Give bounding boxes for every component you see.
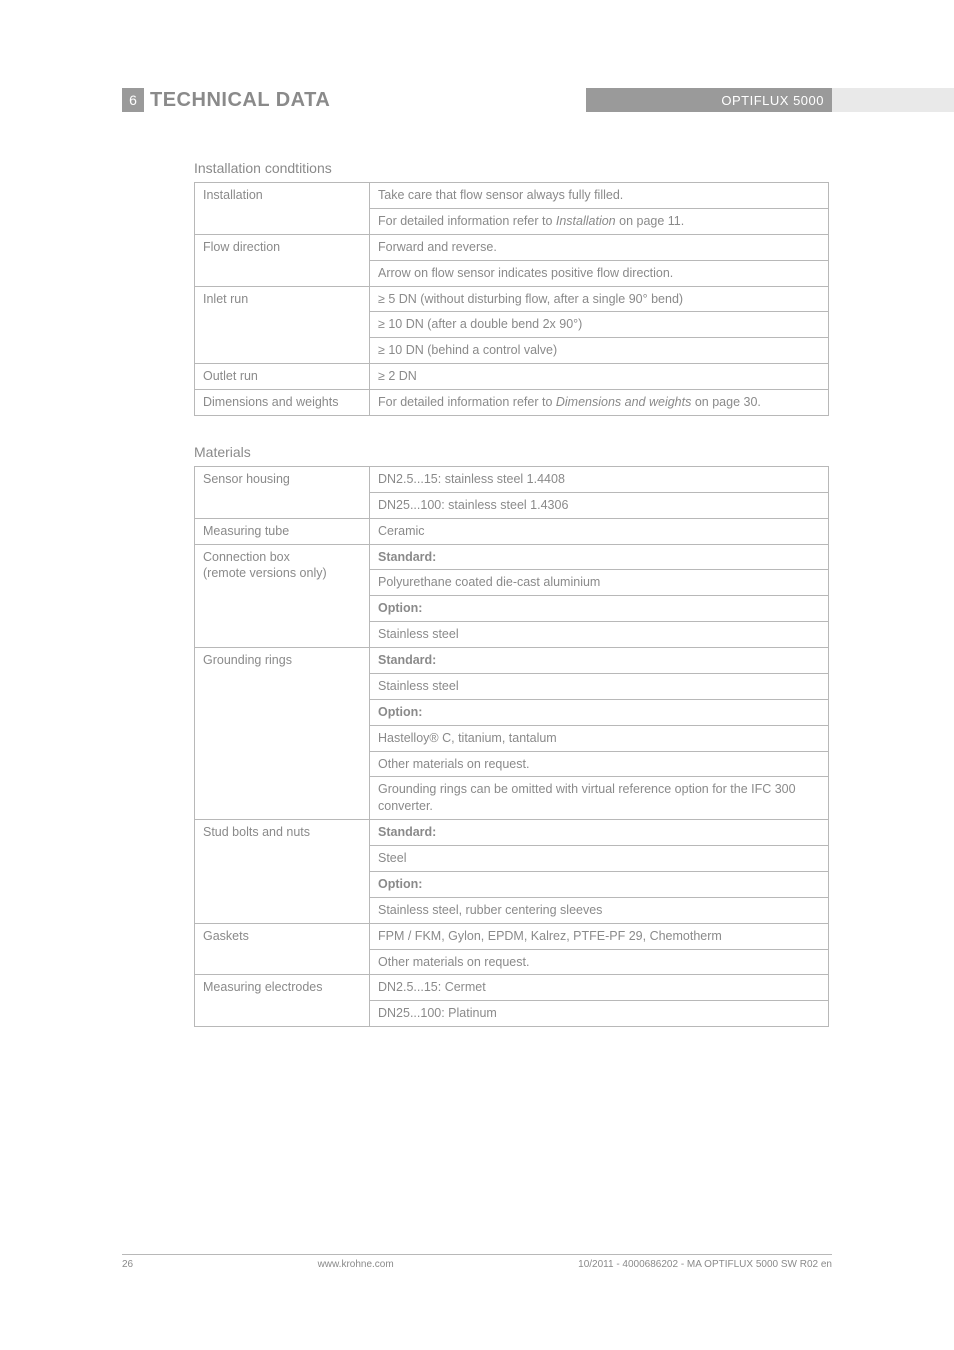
table-row: Outlet run≥ 2 DN xyxy=(195,364,829,390)
table-row: Measuring electrodesDN2.5...15: Cermet xyxy=(195,975,829,1001)
row-label: Measuring tube xyxy=(195,518,370,544)
row-label: Stud bolts and nuts xyxy=(195,820,370,924)
row-label: Sensor housing xyxy=(195,466,370,518)
row-value: Stainless steel xyxy=(370,622,829,648)
row-value: Polyurethane coated die-cast aluminium xyxy=(370,570,829,596)
table-row: Grounding ringsStandard: xyxy=(195,648,829,674)
footer-url: www.krohne.com xyxy=(133,1259,578,1270)
table-row: GasketsFPM / FKM, Gylon, EPDM, Kalrez, P… xyxy=(195,923,829,949)
row-value: DN25...100: Platinum xyxy=(370,1001,829,1027)
installation-table: InstallationTake care that flow sensor a… xyxy=(194,182,829,416)
row-value: ≥ 5 DN (without disturbing flow, after a… xyxy=(370,286,829,312)
row-value: Steel xyxy=(370,846,829,872)
row-label: Flow direction xyxy=(195,234,370,286)
row-value: FPM / FKM, Gylon, EPDM, Kalrez, PTFE-PF … xyxy=(370,923,829,949)
row-value: Other materials on request. xyxy=(370,751,829,777)
table-row: Connection box(remote versions only)Stan… xyxy=(195,544,829,570)
row-value: Standard: xyxy=(370,820,829,846)
table-row: Dimensions and weightsFor detailed infor… xyxy=(195,390,829,416)
decorative-stripe xyxy=(832,88,954,112)
row-value: Arrow on flow sensor indicates positive … xyxy=(370,260,829,286)
row-label: Inlet run xyxy=(195,286,370,364)
row-value: DN2.5...15: stainless steel 1.4408 xyxy=(370,466,829,492)
row-value: Take care that flow sensor always fully … xyxy=(370,183,829,209)
row-value: Standard: xyxy=(370,648,829,674)
table-row: InstallationTake care that flow sensor a… xyxy=(195,183,829,209)
row-value: Option: xyxy=(370,871,829,897)
row-value: ≥ 2 DN xyxy=(370,364,829,390)
row-label: Outlet run xyxy=(195,364,370,390)
row-value: DN25...100: stainless steel 1.4306 xyxy=(370,492,829,518)
materials-heading: Materials xyxy=(194,444,829,460)
row-value: ≥ 10 DN (behind a control valve) xyxy=(370,338,829,364)
row-value: For detailed information refer to Dimens… xyxy=(370,390,829,416)
row-value: Option: xyxy=(370,596,829,622)
row-label: Dimensions and weights xyxy=(195,390,370,416)
page-title: TECHNICAL DATA xyxy=(150,88,330,112)
row-label: Installation xyxy=(195,183,370,235)
row-label: Grounding rings xyxy=(195,648,370,820)
product-badge: OPTIFLUX 5000 xyxy=(586,88,832,112)
footer-docid: 10/2011 - 4000686202 - MA OPTIFLUX 5000 … xyxy=(578,1259,832,1270)
row-value: Option: xyxy=(370,699,829,725)
row-value: Grounding rings can be omitted with virt… xyxy=(370,777,829,820)
table-row: Flow directionForward and reverse. xyxy=(195,234,829,260)
row-value: DN2.5...15: Cermet xyxy=(370,975,829,1001)
row-label: Gaskets xyxy=(195,923,370,975)
row-label: Connection box(remote versions only) xyxy=(195,544,370,648)
table-row: Stud bolts and nutsStandard: xyxy=(195,820,829,846)
row-value: Other materials on request. xyxy=(370,949,829,975)
row-value: Forward and reverse. xyxy=(370,234,829,260)
table-row: Sensor housingDN2.5...15: stainless stee… xyxy=(195,466,829,492)
row-value: Ceramic xyxy=(370,518,829,544)
section-number: 6 xyxy=(129,92,137,108)
product-name: OPTIFLUX 5000 xyxy=(721,93,824,108)
row-value: Standard: xyxy=(370,544,829,570)
table-row: Measuring tubeCeramic xyxy=(195,518,829,544)
row-value: Stainless steel xyxy=(370,673,829,699)
table-row: Inlet run≥ 5 DN (without disturbing flow… xyxy=(195,286,829,312)
row-label: Measuring electrodes xyxy=(195,975,370,1027)
row-value: Hastelloy® C, titanium, tantalum xyxy=(370,725,829,751)
row-value: ≥ 10 DN (after a double bend 2x 90°) xyxy=(370,312,829,338)
section-number-box: 6 xyxy=(122,88,144,112)
row-value: Stainless steel, rubber centering sleeve… xyxy=(370,897,829,923)
row-value: For detailed information refer to Instal… xyxy=(370,208,829,234)
installation-heading: Installation condtitions xyxy=(194,160,829,176)
page-footer: 26 www.krohne.com 10/2011 - 4000686202 -… xyxy=(122,1254,832,1270)
materials-table: Sensor housingDN2.5...15: stainless stee… xyxy=(194,466,829,1027)
page-number: 26 xyxy=(122,1259,133,1270)
